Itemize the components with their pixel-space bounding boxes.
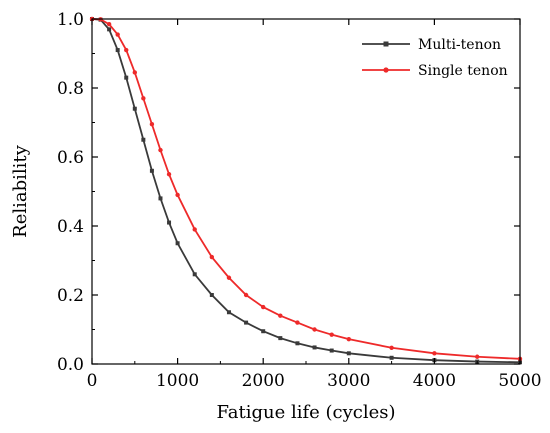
data-point-multi-tenon — [192, 272, 197, 277]
data-point-multi-tenon — [329, 348, 334, 353]
data-point-multi-tenon — [141, 137, 146, 142]
data-point-single-tenon — [389, 345, 394, 350]
legend-label-single-tenon: Single tenon — [418, 63, 508, 79]
x-tick-label: 2000 — [242, 371, 285, 391]
plot-area — [89, 16, 523, 365]
x-tick-label: 5000 — [498, 371, 541, 391]
y-tick-label: 0.4 — [57, 217, 84, 237]
data-point-multi-tenon — [167, 220, 172, 225]
data-point-multi-tenon — [132, 106, 137, 111]
data-point-multi-tenon — [149, 168, 154, 173]
data-point-multi-tenon — [175, 241, 180, 246]
data-point-multi-tenon — [209, 293, 214, 297]
data-point-single-tenon — [158, 147, 163, 153]
data-point-single-tenon — [192, 227, 197, 232]
data-point-single-tenon — [115, 32, 120, 37]
x-tick-label: 3000 — [327, 371, 370, 391]
y-axis-title: Reliability — [10, 144, 31, 237]
data-point-multi-tenon — [346, 351, 351, 356]
data-point-single-tenon — [243, 292, 249, 298]
data-point-multi-tenon — [124, 75, 129, 80]
x-tick-label: 0 — [87, 371, 98, 391]
data-point-single-tenon — [329, 332, 334, 337]
data-point-single-tenon — [432, 351, 437, 356]
data-point-single-tenon — [209, 254, 215, 260]
data-point-single-tenon — [124, 47, 129, 53]
data-point-multi-tenon — [295, 341, 300, 346]
data-point-multi-tenon — [115, 48, 120, 53]
legend-label-multi-tenon: Multi-tenon — [418, 37, 501, 53]
y-tick-label: 1.0 — [57, 10, 84, 30]
data-point-multi-tenon — [158, 196, 163, 201]
y-tick-label: 0.2 — [57, 286, 84, 306]
data-point-single-tenon — [346, 336, 351, 342]
data-point-single-tenon — [261, 304, 266, 310]
data-point-multi-tenon — [226, 310, 231, 315]
y-tick-label: 0.6 — [57, 148, 84, 168]
data-point-single-tenon — [106, 21, 112, 27]
legend-marker-single-tenon — [383, 67, 389, 73]
data-point-single-tenon — [226, 275, 232, 280]
data-point-multi-tenon — [107, 27, 112, 32]
data-point-single-tenon — [475, 354, 480, 359]
axes: 0 1000 2000 3000 4000 5000 0.0 0.2 0.4 0.6 0.8 1.0 — [57, 10, 542, 391]
data-point-single-tenon — [141, 96, 146, 101]
data-point-single-tenon — [132, 70, 137, 75]
legend-marker-multi-tenon — [383, 41, 389, 47]
data-point-single-tenon — [295, 320, 300, 325]
x-tick-label: 4000 — [413, 371, 456, 391]
data-point-single-tenon — [278, 313, 283, 318]
data-point-single-tenon — [175, 192, 180, 198]
x-axis-title: Fatigue life (cycles) — [216, 402, 395, 423]
data-point-single-tenon — [149, 122, 155, 127]
data-point-multi-tenon — [312, 345, 317, 350]
data-point-multi-tenon — [278, 336, 283, 341]
data-point-single-tenon — [312, 327, 317, 332]
y-tick-label: 0.0 — [57, 355, 84, 375]
legend: Multi-tenon Single tenon — [362, 37, 508, 79]
data-point-multi-tenon — [261, 329, 266, 334]
x-tick-label: 1000 — [156, 371, 199, 391]
data-point-multi-tenon — [244, 320, 249, 325]
y-tick-label: 0.8 — [57, 79, 84, 99]
data-point-single-tenon — [166, 172, 172, 177]
data-point-multi-tenon — [389, 355, 394, 360]
